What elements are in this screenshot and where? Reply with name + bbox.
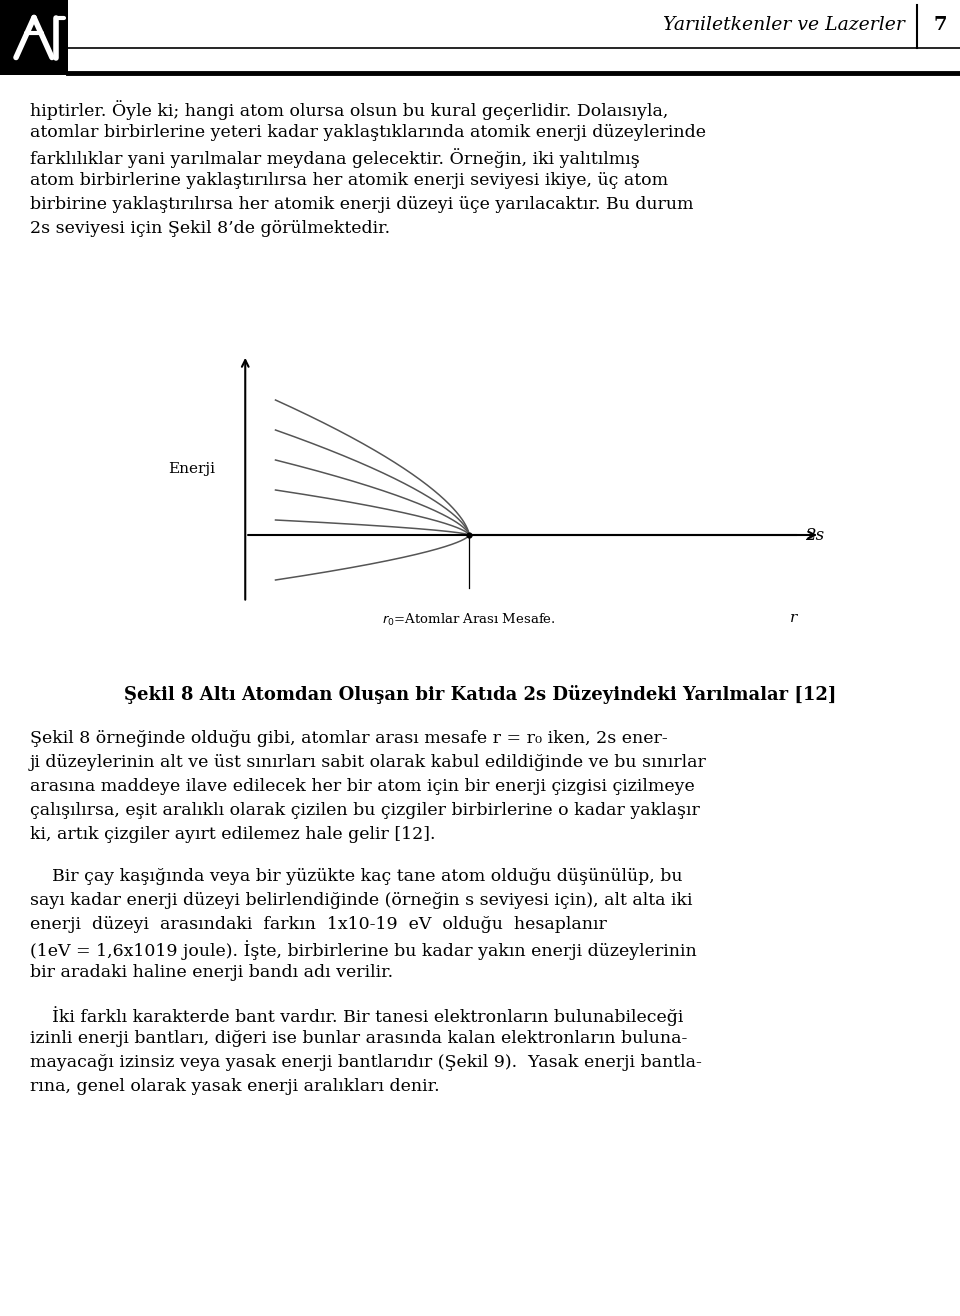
Text: çalışılırsa, eşit aralıklı olarak çizilen bu çizgiler birbirlerine o kadar yakla: çalışılırsa, eşit aralıklı olarak çizile… xyxy=(30,801,700,819)
Text: Yarıiletkenler ve Lazerler: Yarıiletkenler ve Lazerler xyxy=(663,16,905,34)
Text: bir aradaki haline enerji bandı adı verilir.: bir aradaki haline enerji bandı adı veri… xyxy=(30,965,394,980)
Text: İki farklı karakterde bant vardır. Bir tanesi elektronların bulunabileceği: İki farklı karakterde bant vardır. Bir t… xyxy=(30,1005,684,1026)
Text: 7: 7 xyxy=(933,16,947,34)
Text: r: r xyxy=(790,612,797,625)
Text: hiptirler. Öyle ki; hangi atom olursa olsun bu kural geçerlidir. Dolaısıyla,: hiptirler. Öyle ki; hangi atom olursa ol… xyxy=(30,100,668,120)
Text: 2s seviyesi için Şekil 8’de görülmektedir.: 2s seviyesi için Şekil 8’de görülmektedi… xyxy=(30,220,390,237)
Text: Şekil 8 örneğinde olduğu gibi, atomlar arası mesafe r = r₀ iken, 2s ener-: Şekil 8 örneğinde olduğu gibi, atomlar a… xyxy=(30,730,668,747)
Text: ji düzeylerinin alt ve üst sınırları sabit olarak kabul edildiğinde ve bu sınırl: ji düzeylerinin alt ve üst sınırları sab… xyxy=(30,754,707,771)
Text: atom birbirlerine yaklaştırılırsa her atomik enerji seviyesi ikiye, üç atom: atom birbirlerine yaklaştırılırsa her at… xyxy=(30,172,668,190)
Text: atomlar birbirlerine yeteri kadar yaklaştıklarında atomik enerji düzeylerinde: atomlar birbirlerine yeteri kadar yaklaş… xyxy=(30,124,706,141)
Text: izinli enerji bantları, diğeri ise bunlar arasında kalan elektronların buluna-: izinli enerji bantları, diğeri ise bunla… xyxy=(30,1030,687,1048)
Text: birbirine yaklaştırılırsa her atomik enerji düzeyi üçe yarılacaktır. Bu durum: birbirine yaklaştırılırsa her atomik ene… xyxy=(30,196,693,213)
Bar xyxy=(0,0,68,75)
Text: enerji  düzeyi  arasındaki  farkın  1x10-19  eV  olduğu  hesaplanır: enerji düzeyi arasındaki farkın 1x10-19 … xyxy=(30,916,607,933)
Text: Enerji: Enerji xyxy=(168,462,215,476)
Text: rına, genel olarak yasak enerji aralıkları denir.: rına, genel olarak yasak enerji aralıkla… xyxy=(30,1078,440,1095)
Text: $r_0$=Atomlar Arası Mesafe.: $r_0$=Atomlar Arası Mesafe. xyxy=(382,612,556,628)
Text: arasına maddeye ilave edilecek her bir atom için bir enerji çizgisi çizilmeye: arasına maddeye ilave edilecek her bir a… xyxy=(30,778,695,795)
Text: farklılıklar yani yarılmalar meydana gelecektir. Örneğin, iki yalıtılmış: farklılıklar yani yarılmalar meydana gel… xyxy=(30,147,639,168)
Text: (1eV = 1,6x1019 joule). İşte, birbirlerine bu kadar yakın enerji düzeylerinin: (1eV = 1,6x1019 joule). İşte, birbirleri… xyxy=(30,940,697,959)
Text: Şekil 8 Altı Atomdan Oluşan bir Katıda 2s Düzeyindeki Yarılmalar [12]: Şekil 8 Altı Atomdan Oluşan bir Katıda 2… xyxy=(124,686,836,704)
Text: 2s: 2s xyxy=(804,526,824,544)
Text: mayacağı izinsiz veya yasak enerji bantlarıdır (Şekil 9).  Yasak enerji bantla-: mayacağı izinsiz veya yasak enerji bantl… xyxy=(30,1054,702,1071)
Text: sayı kadar enerji düzeyi belirlendiğinde (örneğin s seviyesi için), alt alta iki: sayı kadar enerji düzeyi belirlendiğinde… xyxy=(30,892,692,909)
Text: Bir çay kaşığında veya bir yüzükte kaç tane atom olduğu düşünülüp, bu: Bir çay kaşığında veya bir yüzükte kaç t… xyxy=(30,869,683,884)
Text: ki, artık çizgiler ayırt edilemez hale gelir [12].: ki, artık çizgiler ayırt edilemez hale g… xyxy=(30,826,436,844)
